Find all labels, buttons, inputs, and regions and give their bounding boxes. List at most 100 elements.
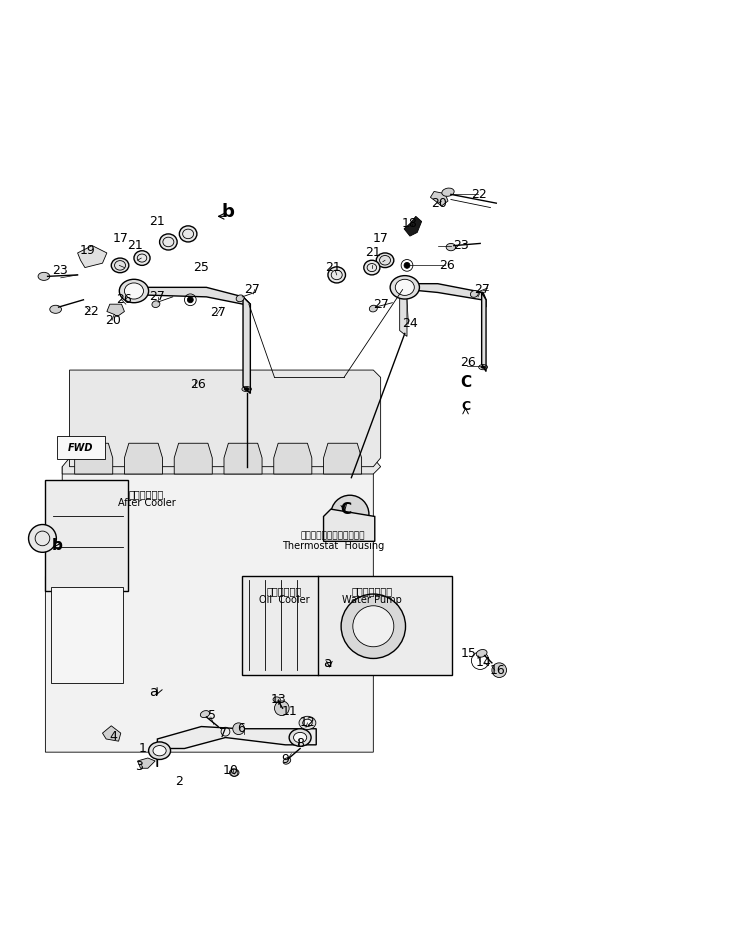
- Circle shape: [187, 297, 193, 302]
- Text: 24: 24: [402, 318, 418, 331]
- Polygon shape: [130, 287, 250, 312]
- Text: 7: 7: [220, 727, 227, 740]
- Text: 27: 27: [149, 290, 165, 303]
- Text: FWD: FWD: [68, 443, 94, 452]
- Text: 10: 10: [223, 764, 239, 777]
- Ellipse shape: [481, 366, 485, 368]
- Circle shape: [233, 723, 244, 735]
- Polygon shape: [157, 726, 316, 767]
- Polygon shape: [45, 480, 128, 592]
- Circle shape: [341, 594, 406, 659]
- Circle shape: [492, 663, 507, 678]
- Polygon shape: [324, 509, 375, 541]
- Text: 20: 20: [105, 314, 122, 327]
- Text: 26: 26: [438, 259, 455, 272]
- Text: 13: 13: [270, 693, 286, 706]
- Text: ウォータポンプ: ウォータポンプ: [351, 586, 392, 596]
- Ellipse shape: [376, 253, 394, 267]
- Text: 27: 27: [244, 283, 261, 296]
- Ellipse shape: [294, 733, 307, 742]
- Ellipse shape: [229, 769, 239, 776]
- Ellipse shape: [111, 258, 129, 273]
- Ellipse shape: [244, 388, 249, 391]
- Polygon shape: [482, 293, 486, 372]
- Text: 26: 26: [116, 293, 132, 306]
- Text: 27: 27: [373, 298, 389, 311]
- Text: a: a: [324, 656, 332, 670]
- Text: 27: 27: [210, 306, 226, 319]
- Text: 23: 23: [453, 239, 469, 252]
- Ellipse shape: [328, 266, 346, 283]
- Text: 9: 9: [282, 753, 289, 766]
- Text: After Cooler: After Cooler: [118, 499, 175, 508]
- Text: 12: 12: [299, 717, 315, 729]
- Text: 17: 17: [373, 232, 389, 245]
- Ellipse shape: [289, 729, 311, 746]
- Bar: [51, 588, 123, 683]
- Ellipse shape: [153, 745, 166, 756]
- Ellipse shape: [326, 508, 369, 539]
- Text: 1: 1: [139, 742, 146, 755]
- Text: 17: 17: [113, 232, 129, 245]
- Polygon shape: [404, 216, 422, 236]
- Text: アフタクーラ: アフタクーラ: [129, 489, 164, 500]
- Polygon shape: [403, 283, 486, 307]
- Ellipse shape: [302, 720, 312, 726]
- Text: 4: 4: [110, 730, 117, 742]
- Polygon shape: [400, 283, 407, 337]
- Text: 22: 22: [471, 188, 488, 201]
- Text: C: C: [340, 501, 351, 517]
- Circle shape: [331, 495, 369, 534]
- Text: 26: 26: [190, 378, 206, 392]
- Polygon shape: [242, 576, 452, 675]
- Text: 21: 21: [149, 215, 165, 228]
- Circle shape: [274, 701, 289, 716]
- Text: 11: 11: [281, 705, 297, 719]
- Text: b: b: [52, 538, 62, 554]
- Text: Thermostat  Housing: Thermostat Housing: [282, 540, 384, 551]
- Polygon shape: [75, 444, 113, 474]
- Text: 2: 2: [176, 775, 183, 788]
- Ellipse shape: [152, 301, 160, 307]
- Text: 21: 21: [365, 246, 381, 260]
- Text: b: b: [222, 203, 235, 221]
- Text: 6: 6: [238, 722, 245, 736]
- Text: 19: 19: [80, 245, 96, 257]
- Ellipse shape: [160, 234, 177, 250]
- Ellipse shape: [179, 226, 197, 242]
- Bar: [57, 436, 105, 460]
- Text: a: a: [149, 685, 158, 699]
- Ellipse shape: [236, 295, 244, 301]
- Ellipse shape: [124, 283, 143, 299]
- Text: 27: 27: [474, 283, 490, 296]
- Text: 14: 14: [475, 656, 491, 669]
- Ellipse shape: [38, 272, 50, 281]
- Polygon shape: [174, 444, 212, 474]
- Polygon shape: [62, 458, 381, 474]
- Text: 20: 20: [431, 196, 447, 210]
- Ellipse shape: [471, 290, 478, 298]
- Text: 3: 3: [135, 760, 143, 774]
- Text: 21: 21: [127, 239, 143, 252]
- Ellipse shape: [119, 280, 149, 302]
- Text: 18: 18: [402, 217, 418, 230]
- Text: 16: 16: [490, 664, 506, 677]
- Ellipse shape: [477, 649, 487, 657]
- Text: 26: 26: [460, 356, 477, 369]
- Ellipse shape: [446, 244, 455, 250]
- Polygon shape: [324, 444, 362, 474]
- Ellipse shape: [395, 280, 414, 296]
- Polygon shape: [78, 246, 107, 267]
- Text: 25: 25: [193, 261, 209, 274]
- Polygon shape: [70, 370, 381, 466]
- Ellipse shape: [390, 276, 419, 299]
- Polygon shape: [430, 191, 448, 206]
- Polygon shape: [45, 466, 373, 752]
- Ellipse shape: [442, 188, 454, 196]
- Ellipse shape: [134, 250, 150, 265]
- Text: 15: 15: [460, 647, 477, 660]
- Polygon shape: [138, 758, 155, 768]
- Text: C: C: [460, 375, 471, 390]
- Ellipse shape: [299, 717, 315, 729]
- Ellipse shape: [364, 261, 380, 275]
